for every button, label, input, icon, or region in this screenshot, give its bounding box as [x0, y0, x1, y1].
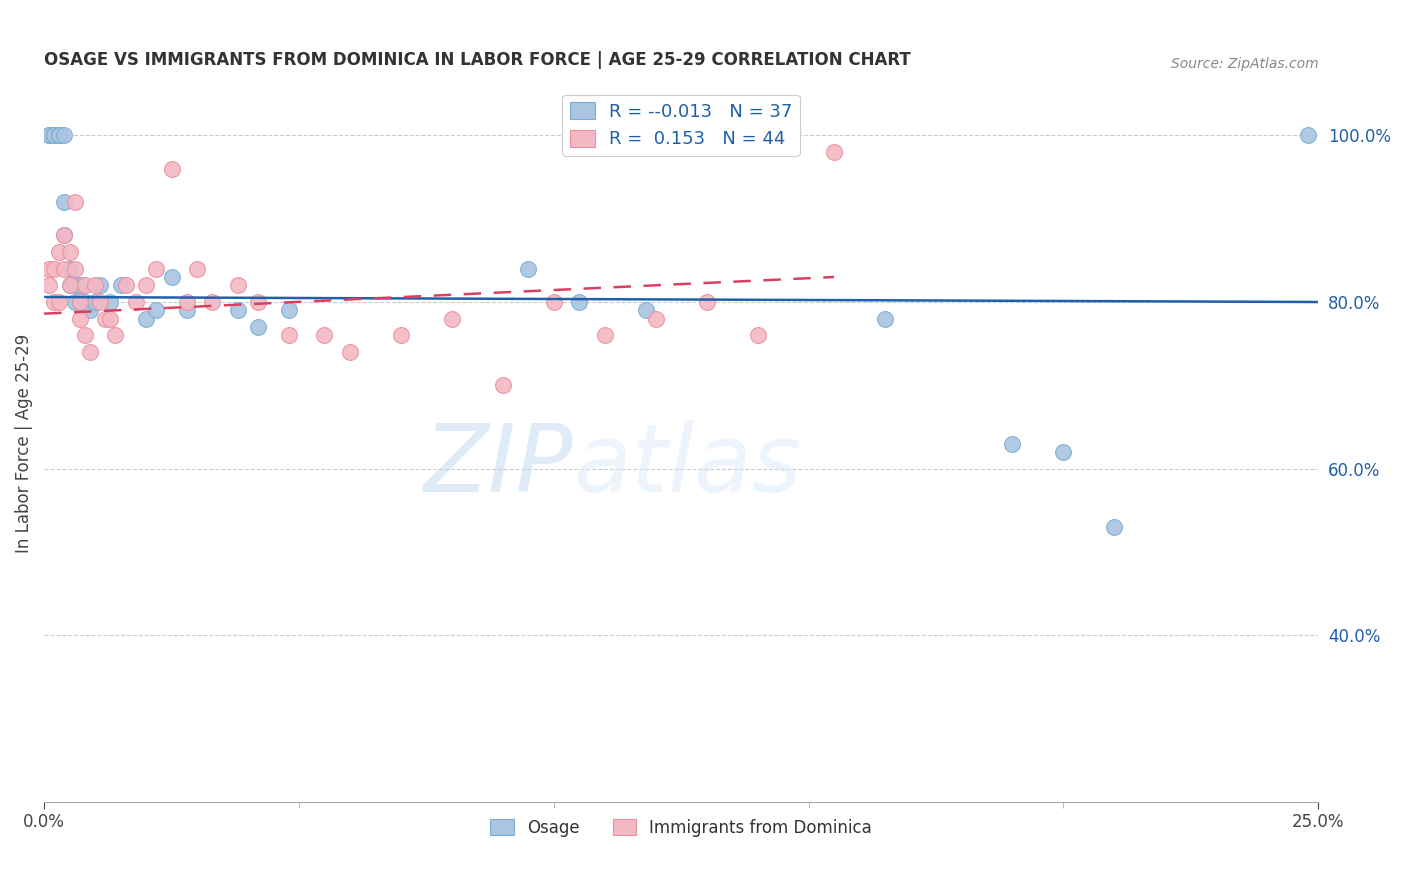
Point [247, 295, 270, 310]
Point [69, 311, 91, 326]
Point [226, 278, 249, 293]
Legend: Osage, Immigrants from Dominica: Osage, Immigrants from Dominica [484, 812, 879, 843]
Point [186, 261, 208, 276]
Point [58, 261, 80, 276]
Point [543, 295, 565, 310]
Point [58, 245, 80, 260]
Point [44, 261, 66, 276]
Text: OSAGE VS IMMIGRANTS FROM DOMINICA IN LABOR FORCE | AGE 25-29 CORRELATION CHART: OSAGE VS IMMIGRANTS FROM DOMINICA IN LAB… [44, 51, 911, 69]
Point [84, 278, 107, 293]
Point [48, 128, 70, 143]
Point [53, 261, 76, 276]
Point [176, 295, 198, 310]
Point [63, 295, 86, 310]
Point [176, 303, 198, 318]
Point [44, 128, 66, 143]
Point [226, 303, 249, 318]
Point [79, 345, 101, 359]
Point [98, 295, 121, 310]
Point [440, 311, 463, 326]
Point [873, 311, 896, 326]
Point [696, 295, 718, 310]
Point [339, 345, 361, 359]
Point [517, 261, 540, 276]
Point [89, 295, 111, 310]
Point [568, 295, 591, 310]
Point [110, 278, 132, 293]
Point [145, 303, 167, 318]
Point [145, 261, 167, 276]
Point [125, 295, 148, 310]
Point [94, 311, 117, 326]
Point [38, 261, 60, 276]
Point [73, 278, 96, 293]
Point [38, 278, 60, 293]
Point [44, 295, 66, 310]
Point [98, 311, 121, 326]
Point [63, 195, 86, 210]
Point [1104, 520, 1126, 534]
Point [53, 228, 76, 243]
Point [53, 228, 76, 243]
Point [644, 311, 666, 326]
Point [69, 278, 91, 293]
Point [89, 278, 111, 293]
Point [1052, 445, 1074, 459]
Point [48, 295, 70, 310]
Y-axis label: In Labor Force | Age 25-29: In Labor Force | Age 25-29 [15, 334, 32, 553]
Point [48, 245, 70, 260]
Point [823, 145, 845, 160]
Point [160, 161, 183, 176]
Point [104, 328, 127, 343]
Point [201, 295, 224, 310]
Point [314, 328, 336, 343]
Point [63, 278, 86, 293]
Point [48, 128, 70, 143]
Point [58, 278, 80, 293]
Text: atlas: atlas [572, 419, 801, 510]
Point [38, 128, 60, 143]
Point [84, 295, 107, 310]
Point [492, 378, 515, 392]
Point [389, 328, 412, 343]
Point [277, 328, 299, 343]
Point [160, 270, 183, 285]
Point [69, 295, 91, 310]
Point [135, 278, 157, 293]
Point [38, 128, 60, 143]
Point [135, 311, 157, 326]
Point [73, 295, 96, 310]
Point [1296, 128, 1319, 143]
Text: Source: ZipAtlas.com: Source: ZipAtlas.com [1171, 57, 1319, 71]
Point [634, 303, 657, 318]
Point [593, 328, 616, 343]
Point [48, 128, 70, 143]
Point [58, 278, 80, 293]
Point [277, 303, 299, 318]
Point [79, 303, 101, 318]
Point [63, 261, 86, 276]
Text: ZIP: ZIP [423, 419, 572, 510]
Point [1001, 436, 1024, 450]
Point [69, 295, 91, 310]
Point [53, 195, 76, 210]
Point [44, 128, 66, 143]
Point [247, 320, 270, 334]
Point [53, 128, 76, 143]
Point [73, 328, 96, 343]
Point [747, 328, 769, 343]
Point [114, 278, 136, 293]
